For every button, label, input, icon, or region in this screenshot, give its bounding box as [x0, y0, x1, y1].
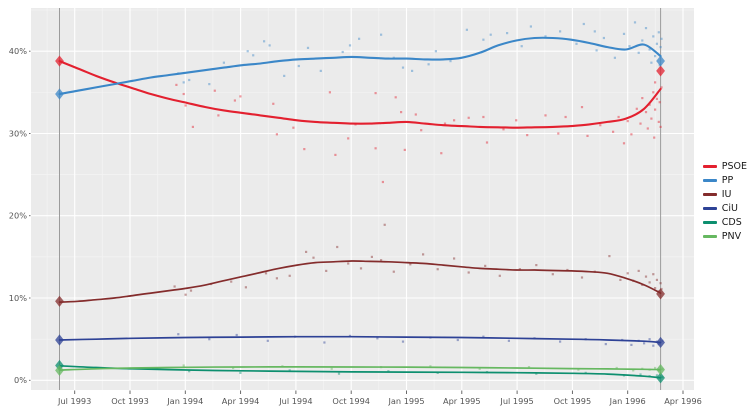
- x-tick-label: Jan 1994: [166, 396, 203, 406]
- x-tick-label: Oct 1994: [332, 396, 370, 406]
- legend-swatch-icon: [702, 179, 717, 182]
- series-ciu-trend-line: [58, 335, 662, 344]
- legend-label: PSOE: [721, 160, 747, 172]
- legend-label: PNV: [721, 230, 742, 242]
- legend-item-pp: PP: [702, 174, 747, 186]
- election-result-diamond: [55, 295, 64, 307]
- series-ciu-election-markers: [55, 334, 665, 349]
- legend-label: CiU: [721, 202, 738, 214]
- x-tick-label: Jul 1993: [57, 396, 91, 406]
- y-tick-label: 10%: [9, 293, 27, 303]
- series-pnv-trend-line: [58, 366, 662, 371]
- x-tick-label: Jul 1994: [278, 396, 312, 406]
- series-iu-trend-line: [58, 260, 662, 303]
- series-pp-trend-line: [58, 36, 662, 96]
- legend-swatch-icon: [702, 165, 717, 168]
- election-result-diamond: [656, 288, 665, 300]
- legend-swatch-icon: [702, 235, 717, 238]
- legend-swatch-icon: [702, 193, 717, 196]
- series-iu-polls: [173, 223, 663, 296]
- x-tick-label: Jan 1995: [387, 396, 424, 406]
- x-tick-label: Jul 1995: [499, 396, 533, 406]
- legend-label: CDS: [721, 216, 742, 228]
- series-cds-trend-line: [58, 364, 662, 379]
- election-result-diamond: [55, 55, 64, 67]
- legend-item-ciu: CiU: [702, 202, 747, 214]
- series-psoe-trend-line: [58, 60, 662, 129]
- election-result-diamond: [656, 65, 665, 77]
- y-tick-label: 20%: [9, 211, 27, 221]
- grid-minor: [31, 8, 694, 390]
- election-result-diamond: [656, 336, 665, 349]
- legend-item-psoe: PSOE: [702, 160, 747, 172]
- plot-panel: [31, 8, 694, 390]
- x-tick-label: Oct 1993: [111, 396, 149, 406]
- chart-legend: PSOE PP IU CiU CDS PNV: [702, 160, 747, 242]
- x-tick-label: Apr 1995: [443, 396, 481, 406]
- series-psoe-polls: [175, 81, 663, 184]
- election-result-diamond: [656, 55, 665, 67]
- election-result-diamond: [55, 88, 64, 100]
- series-psoe-election-markers: [55, 55, 665, 77]
- y-axis: 0% 10% 20% 30% 40%: [9, 46, 31, 385]
- series-pp-polls: [177, 21, 663, 86]
- election-result-diamond: [55, 334, 64, 346]
- legend-item-pnv: PNV: [702, 230, 747, 242]
- x-tick-label: Oct 1995: [554, 396, 592, 406]
- legend-label: IU: [721, 188, 732, 200]
- series-pnv-election-markers: [55, 364, 665, 377]
- election-result-diamond: [656, 364, 665, 376]
- y-tick-label: 30%: [9, 128, 27, 138]
- election-result-diamond: [656, 372, 665, 384]
- legend-item-cds: CDS: [702, 216, 747, 228]
- legend-item-iu: IU: [702, 188, 747, 200]
- y-tick-label: 0%: [14, 375, 27, 385]
- series-pp-election-markers: [55, 55, 665, 100]
- election-result-diamond: [55, 364, 64, 377]
- grid-major: [31, 8, 694, 390]
- x-axis: Jul 1993 Oct 1993 Jan 1994 Apr 1994 Jul 1994…: [57, 390, 702, 406]
- x-tick-label: Jan 1996: [609, 396, 646, 406]
- x-tick-label: Apr 1994: [222, 396, 260, 406]
- legend-swatch-icon: [702, 207, 717, 210]
- x-tick-label: Apr 1996: [664, 396, 702, 406]
- series-iu-election-markers: [55, 288, 665, 307]
- legend-label: PP: [721, 174, 734, 186]
- y-tick-label: 40%: [9, 46, 27, 56]
- legend-swatch-icon: [702, 221, 717, 224]
